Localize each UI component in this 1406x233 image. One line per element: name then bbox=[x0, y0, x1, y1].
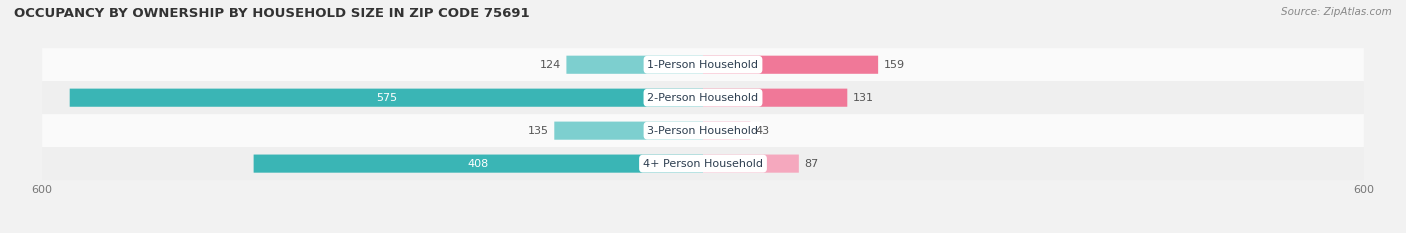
FancyBboxPatch shape bbox=[567, 56, 703, 74]
Text: 2-Person Household: 2-Person Household bbox=[647, 93, 759, 103]
Text: Source: ZipAtlas.com: Source: ZipAtlas.com bbox=[1281, 7, 1392, 17]
Text: 408: 408 bbox=[468, 159, 489, 169]
FancyBboxPatch shape bbox=[42, 114, 1364, 147]
FancyBboxPatch shape bbox=[42, 147, 1364, 180]
FancyBboxPatch shape bbox=[703, 89, 848, 107]
Text: 3-Person Household: 3-Person Household bbox=[648, 126, 758, 136]
Text: OCCUPANCY BY OWNERSHIP BY HOUSEHOLD SIZE IN ZIP CODE 75691: OCCUPANCY BY OWNERSHIP BY HOUSEHOLD SIZE… bbox=[14, 7, 530, 20]
Text: 124: 124 bbox=[540, 60, 561, 70]
FancyBboxPatch shape bbox=[42, 48, 1364, 81]
Text: 135: 135 bbox=[527, 126, 548, 136]
FancyBboxPatch shape bbox=[253, 154, 703, 173]
FancyBboxPatch shape bbox=[554, 122, 703, 140]
Text: 87: 87 bbox=[804, 159, 818, 169]
Text: 159: 159 bbox=[883, 60, 904, 70]
Text: 575: 575 bbox=[375, 93, 396, 103]
FancyBboxPatch shape bbox=[703, 122, 751, 140]
Text: 43: 43 bbox=[756, 126, 770, 136]
Text: 4+ Person Household: 4+ Person Household bbox=[643, 159, 763, 169]
FancyBboxPatch shape bbox=[70, 89, 703, 107]
Text: 131: 131 bbox=[853, 93, 873, 103]
FancyBboxPatch shape bbox=[703, 154, 799, 173]
FancyBboxPatch shape bbox=[703, 56, 879, 74]
Text: 1-Person Household: 1-Person Household bbox=[648, 60, 758, 70]
FancyBboxPatch shape bbox=[42, 81, 1364, 114]
